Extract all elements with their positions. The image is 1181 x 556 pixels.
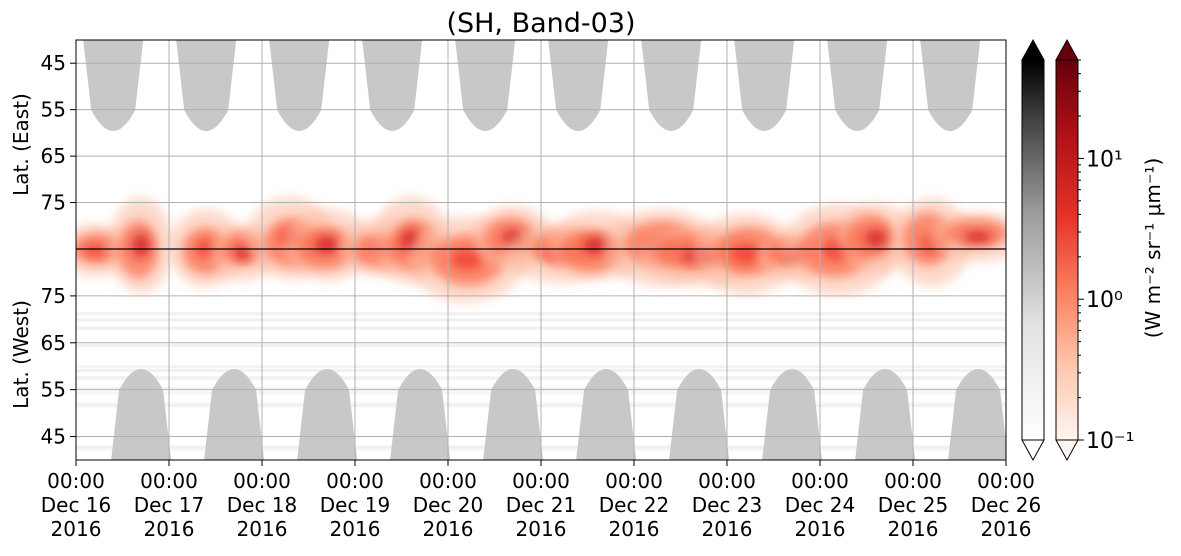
x-tick-label: 00:00 Dec 20 2016 bbox=[413, 469, 484, 541]
daylight-mask-west bbox=[948, 369, 1006, 460]
x-tick-label: 00:00 Dec 19 2016 bbox=[320, 469, 391, 541]
y-axis-label-east: Lat. (East) bbox=[9, 93, 33, 196]
emission-peak bbox=[730, 243, 761, 265]
y-tick-label: 45 bbox=[41, 425, 66, 449]
y-axis: 45 55 65 75 Lat. (East) 75 65 55 45 Lat. (West) bbox=[9, 51, 76, 449]
x-tick-label: 00:00 Dec 26 2016 bbox=[971, 469, 1042, 541]
x-axis: 00:00 Dec 16 2016 00:00 Dec 17 2016 00:00 Dec 1… bbox=[41, 460, 1042, 541]
daylight-mask-west bbox=[111, 369, 172, 460]
emission-peak bbox=[963, 230, 993, 244]
daylight-mask-west bbox=[576, 369, 637, 460]
colorbar-reds-extend-min bbox=[1055, 439, 1079, 462]
daylight-mask-west bbox=[669, 369, 730, 460]
y-tick-label: 55 bbox=[41, 98, 66, 122]
emission-peak bbox=[449, 248, 484, 270]
x-tick-label: 00:00 Dec 25 2016 bbox=[878, 469, 949, 541]
y-tick-label: 75 bbox=[41, 284, 66, 308]
colorbar-reds bbox=[1055, 38, 1079, 462]
x-tick-label: 00:00 Dec 16 2016 bbox=[41, 469, 112, 541]
colorbar-tick-label: 10⁻¹ bbox=[1086, 429, 1134, 454]
colorbar-greys-extend-min bbox=[1021, 439, 1045, 462]
x-tick-label: 00:00 Dec 22 2016 bbox=[599, 469, 670, 541]
chart-title: (SH, Band-03) bbox=[446, 8, 635, 39]
colorbar-reds-extend-max bbox=[1055, 38, 1079, 61]
x-tick-label: 00:00 Dec 17 2016 bbox=[134, 469, 205, 541]
colorbars: 10¹ 10⁰ 10⁻¹ (W m⁻² sr⁻¹ μm⁻¹) bbox=[1021, 38, 1165, 462]
daylight-mask-west bbox=[762, 369, 823, 460]
x-tick-label: 00:00 Dec 18 2016 bbox=[227, 469, 298, 541]
y-tick-label: 65 bbox=[41, 331, 66, 355]
daylight-mask-west bbox=[855, 369, 916, 460]
emission-peak bbox=[83, 243, 106, 257]
y-axis-label-west: Lat. (West) bbox=[9, 300, 33, 409]
y-tick-label: 55 bbox=[41, 378, 66, 402]
colorbar-tick-label: 10¹ bbox=[1086, 147, 1123, 172]
daylight-mask-west bbox=[297, 369, 358, 460]
x-tick-label: 00:00 Dec 23 2016 bbox=[692, 469, 763, 541]
x-tick-label: 00:00 Dec 21 2016 bbox=[506, 469, 577, 541]
emission-peak bbox=[864, 229, 887, 248]
daylight-mask-west bbox=[204, 369, 265, 460]
daylight-mask-west bbox=[483, 369, 544, 460]
y-tick-label: 45 bbox=[41, 51, 66, 75]
x-tick-label: 00:00 Dec 24 2016 bbox=[785, 469, 856, 541]
colorbar-label: (W m⁻² sr⁻¹ μm⁻¹) bbox=[1141, 158, 1165, 339]
emission-peak bbox=[314, 235, 340, 254]
emission-peak bbox=[132, 233, 150, 258]
heatmap-plot-area bbox=[75, 39, 1007, 461]
colorbar-greys bbox=[1021, 38, 1045, 462]
colorbar-tick-label: 10⁰ bbox=[1086, 288, 1123, 313]
daylight-mask-west bbox=[390, 369, 451, 460]
y-tick-label: 65 bbox=[41, 144, 66, 168]
y-tick-label: 75 bbox=[41, 191, 66, 215]
colorbar-greys-extend-max bbox=[1021, 38, 1045, 61]
